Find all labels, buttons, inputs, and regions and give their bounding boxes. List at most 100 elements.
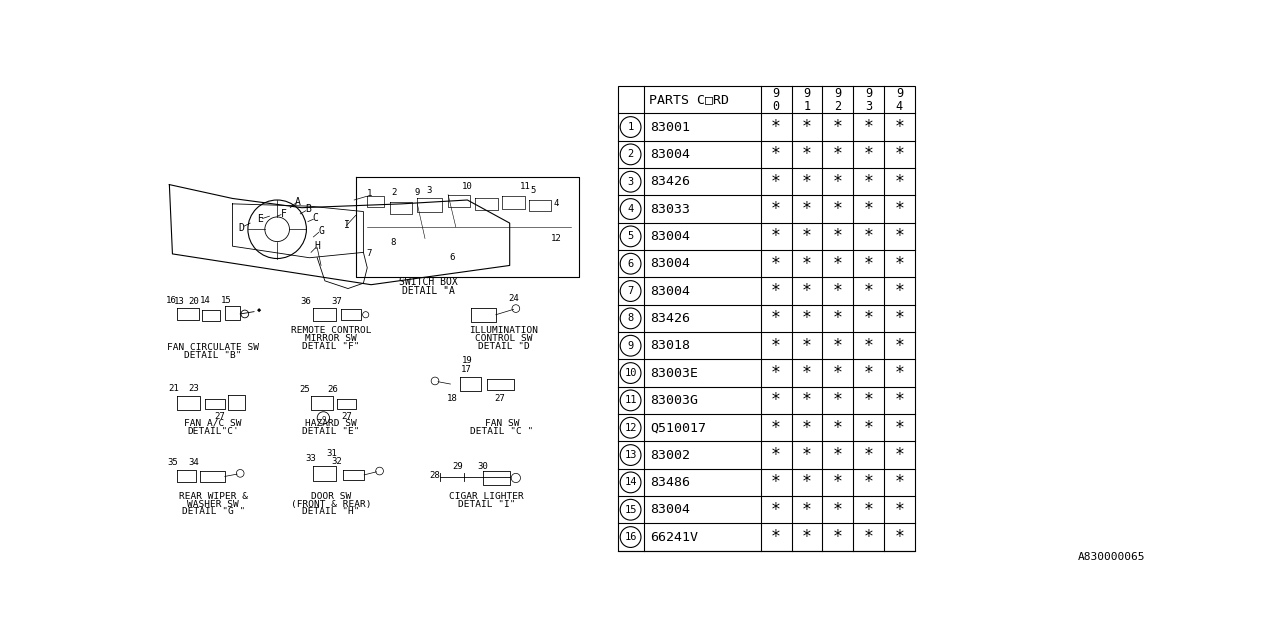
- Text: *: *: [895, 364, 904, 382]
- Text: 21: 21: [169, 384, 179, 393]
- Text: DETAIL "H": DETAIL "H": [302, 508, 360, 516]
- Text: *: *: [833, 309, 842, 328]
- Text: PARTS C□RD: PARTS C□RD: [649, 93, 730, 106]
- Text: *: *: [833, 173, 842, 191]
- Text: *: *: [895, 309, 904, 328]
- Text: REMOTE CONTROL: REMOTE CONTROL: [291, 326, 371, 335]
- Text: CIGAR LIGHTER: CIGAR LIGHTER: [449, 492, 524, 501]
- Text: A: A: [294, 196, 301, 207]
- Text: *: *: [771, 364, 781, 382]
- Text: FAN A/C SW: FAN A/C SW: [184, 419, 242, 428]
- Text: 5: 5: [530, 186, 535, 195]
- Text: 26: 26: [328, 385, 338, 394]
- Text: *: *: [864, 200, 873, 218]
- Text: 29: 29: [452, 462, 462, 471]
- Text: *: *: [864, 227, 873, 245]
- Text: 4: 4: [553, 199, 558, 209]
- Text: I: I: [343, 220, 349, 230]
- Text: DETAIL "A: DETAIL "A: [402, 286, 456, 296]
- Text: 9
3: 9 3: [865, 86, 872, 113]
- Text: 83018: 83018: [650, 339, 690, 352]
- Text: *: *: [895, 200, 904, 218]
- Text: Q510017: Q510017: [650, 421, 705, 434]
- Text: DETAIL "G ": DETAIL "G ": [182, 508, 244, 516]
- Text: B: B: [305, 204, 311, 214]
- Text: *: *: [833, 282, 842, 300]
- Text: 83426: 83426: [650, 175, 690, 188]
- Text: DETAIL "I": DETAIL "I": [458, 500, 516, 509]
- Text: 10: 10: [625, 368, 637, 378]
- Text: *: *: [895, 419, 904, 436]
- Text: *: *: [833, 419, 842, 436]
- Text: *: *: [833, 364, 842, 382]
- Text: *: *: [895, 255, 904, 273]
- Text: *: *: [833, 227, 842, 245]
- Text: *: *: [895, 118, 904, 136]
- Text: ILLUMINATION: ILLUMINATION: [468, 326, 538, 335]
- Text: 10: 10: [462, 182, 472, 191]
- Text: 19: 19: [462, 356, 472, 365]
- Text: *: *: [801, 474, 812, 492]
- Text: *: *: [864, 282, 873, 300]
- Text: 30: 30: [477, 462, 488, 471]
- Text: 2: 2: [392, 188, 397, 196]
- Text: *: *: [864, 392, 873, 410]
- Text: E: E: [257, 214, 264, 224]
- Text: *: *: [895, 528, 904, 546]
- Text: 27: 27: [340, 412, 352, 421]
- Text: o: o: [321, 415, 325, 421]
- Text: 5: 5: [627, 232, 634, 241]
- Text: 18: 18: [447, 394, 457, 403]
- Text: 32: 32: [332, 458, 342, 467]
- Text: *: *: [833, 118, 842, 136]
- Text: *: *: [895, 392, 904, 410]
- Text: 24: 24: [508, 294, 518, 303]
- Text: A830000065: A830000065: [1078, 552, 1144, 562]
- Text: *: *: [771, 337, 781, 355]
- Text: 3: 3: [426, 186, 431, 195]
- Text: *: *: [895, 145, 904, 163]
- Text: HAZARD SW: HAZARD SW: [305, 419, 357, 428]
- Text: *: *: [771, 419, 781, 436]
- Text: *: *: [771, 282, 781, 300]
- Text: WASHER SW: WASHER SW: [187, 500, 239, 509]
- Text: *: *: [771, 145, 781, 163]
- Text: DETAIL"C': DETAIL"C': [187, 426, 239, 435]
- Text: *: *: [801, 337, 812, 355]
- Text: 9: 9: [415, 188, 420, 196]
- Text: 83002: 83002: [650, 449, 690, 461]
- Text: DOOR SW: DOOR SW: [311, 492, 351, 501]
- Text: 9
2: 9 2: [835, 86, 841, 113]
- Text: 14: 14: [200, 296, 210, 305]
- Text: *: *: [771, 392, 781, 410]
- Text: DETAIL "E": DETAIL "E": [302, 426, 360, 435]
- Text: *: *: [833, 528, 842, 546]
- Text: 83004: 83004: [650, 148, 690, 161]
- Text: 7: 7: [367, 250, 372, 259]
- Text: *: *: [895, 227, 904, 245]
- Text: *: *: [864, 255, 873, 273]
- Text: *: *: [895, 446, 904, 464]
- Text: DETAIL "D: DETAIL "D: [477, 342, 530, 351]
- Text: 8: 8: [627, 314, 634, 323]
- Text: 25: 25: [300, 385, 310, 394]
- Text: *: *: [833, 446, 842, 464]
- Text: 8: 8: [390, 238, 396, 247]
- Text: 9
4: 9 4: [896, 86, 902, 113]
- Text: 83003G: 83003G: [650, 394, 698, 407]
- Text: 16: 16: [165, 296, 177, 305]
- Text: 83003E: 83003E: [650, 367, 698, 380]
- Text: 9
0: 9 0: [773, 86, 780, 113]
- Text: *: *: [864, 446, 873, 464]
- Text: *: *: [771, 309, 781, 328]
- Text: 4: 4: [627, 204, 634, 214]
- Text: 1: 1: [367, 189, 372, 198]
- Text: 83033: 83033: [650, 202, 690, 216]
- Text: FAN SW: FAN SW: [485, 419, 520, 428]
- Text: *: *: [864, 145, 873, 163]
- Text: *: *: [801, 392, 812, 410]
- Text: 83426: 83426: [650, 312, 690, 325]
- Text: 3: 3: [627, 177, 634, 187]
- Text: 9
1: 9 1: [804, 86, 810, 113]
- Text: 9: 9: [627, 340, 634, 351]
